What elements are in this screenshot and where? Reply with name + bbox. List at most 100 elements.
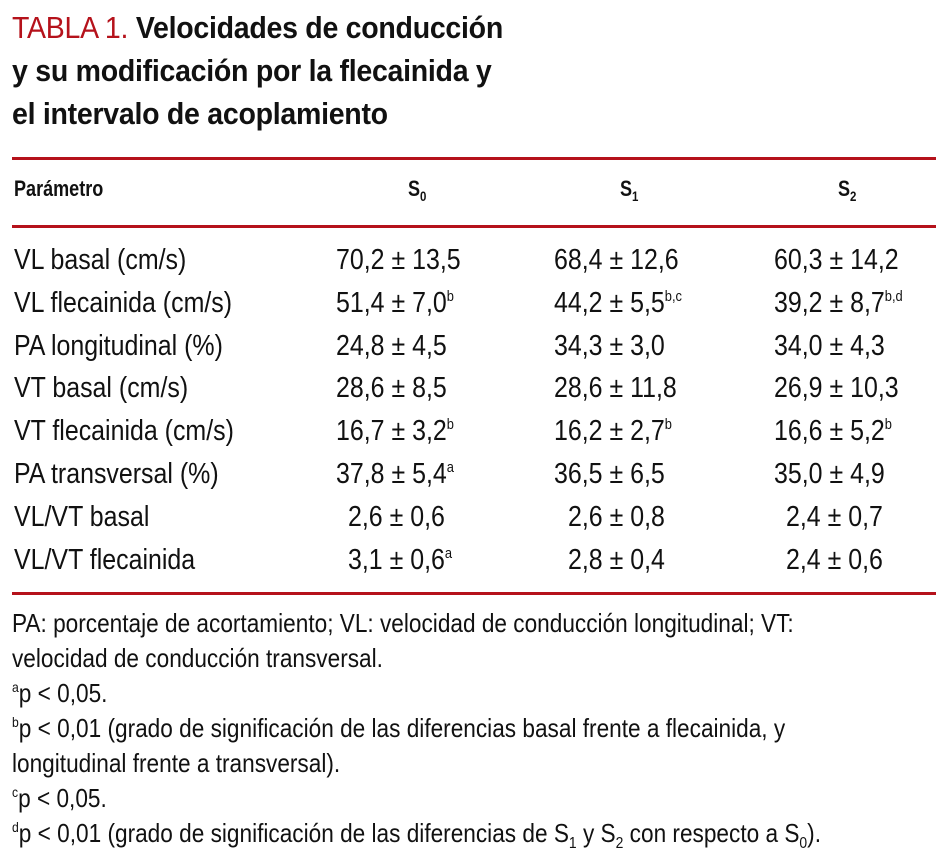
cell-sup: b,c — [664, 288, 682, 305]
cell-param: VL/VT basal — [14, 501, 150, 533]
table-label: TABLA 1. — [12, 10, 129, 45]
header-s0-sub: 0 — [420, 188, 427, 204]
cell-param: PA longitudinal (%) — [14, 330, 223, 362]
cell-value: 36,5 ± 6,5 — [554, 458, 665, 490]
cell-sup: b — [884, 416, 892, 433]
cell-param: PA transversal (%) — [14, 458, 219, 490]
footnote-text: ). — [807, 818, 822, 848]
cell-s1: 36,5 ± 6,5 — [554, 458, 665, 491]
footnote-text: con respecto a S — [623, 818, 800, 848]
cell-s0: 2,6 ± 0,6 — [348, 501, 445, 534]
cell-s2: 16,6 ± 5,2b — [774, 415, 892, 448]
table-row: VL basal (cm/s) 70,2 ± 13,5 68,4 ± 12,6 … — [0, 244, 946, 286]
cell-s0: 37,8 ± 5,4a — [336, 458, 454, 491]
cell-s2: 2,4 ± 0,7 — [786, 501, 883, 534]
cell-s1: 68,4 ± 12,6 — [554, 244, 679, 277]
footnote-text: p < 0,01 (grado de significación de las … — [18, 713, 786, 743]
cell-value: 3,1 ± 0,6 — [348, 544, 445, 576]
table-row: VT flecainida (cm/s) 16,7 ± 3,2b 16,2 ± … — [0, 415, 946, 457]
cell-sup: b,d — [884, 288, 903, 305]
table-row: VL/VT flecainida 3,1 ± 0,6a 2,8 ± 0,4 2,… — [0, 544, 946, 586]
table-title: TABLA 1. Velocidades de conducción y su … — [12, 6, 656, 135]
footnote-a: ap < 0,05. — [12, 676, 934, 711]
cell-s2: 35,0 ± 4,9 — [774, 458, 885, 491]
table-footnotes: PA: porcentaje de acortamiento; VL: velo… — [12, 606, 934, 852]
cell-value: 2,6 ± 0,8 — [568, 501, 665, 533]
cell-value: 26,9 ± 10,3 — [774, 372, 899, 404]
cell-s0: 28,6 ± 8,5 — [336, 372, 447, 405]
cell-s1: 28,6 ± 11,8 — [554, 372, 677, 405]
table-row: PA transversal (%) 37,8 ± 5,4a 36,5 ± 6,… — [0, 458, 946, 500]
table-row: VT basal (cm/s) 28,6 ± 8,5 28,6 ± 11,8 2… — [0, 372, 946, 414]
cell-s2: 39,2 ± 8,7b,d — [774, 287, 903, 320]
cell-value: 2,8 ± 0,4 — [568, 544, 665, 576]
footnote-sub: 0 — [799, 835, 808, 852]
footnote-sub: 2 — [615, 835, 624, 852]
footnote-mark: a — [12, 679, 19, 695]
cell-s1: 16,2 ± 2,7b — [554, 415, 672, 448]
footnote-abbrev-line-2: velocidad de conducción transversal. — [12, 643, 383, 673]
title-line-3: el intervalo de acoplamiento — [12, 96, 388, 131]
cell-value: 39,2 ± 8,7 — [774, 287, 885, 319]
cell-s1: 34,3 ± 3,0 — [554, 330, 665, 363]
header-s0-base: S — [408, 176, 421, 201]
cell-s0: 16,7 ± 3,2b — [336, 415, 454, 448]
header-s1: S1 — [620, 176, 639, 204]
footnote-text: p < 0,05. — [18, 783, 107, 813]
footnote-c: cp < 0,05. — [12, 781, 934, 816]
cell-s0: 3,1 ± 0,6a — [348, 544, 452, 577]
cell-value: 16,2 ± 2,7 — [554, 415, 665, 447]
header-s1-sub: 1 — [632, 188, 639, 204]
footnote-b: bp < 0,01 (grado de significación de las… — [12, 711, 934, 781]
cell-sup: a — [444, 545, 453, 562]
cell-value: 28,6 ± 11,8 — [554, 372, 677, 404]
header-s0: S0 — [408, 176, 427, 204]
footnote-mark: d — [12, 819, 19, 835]
cell-value: 16,6 ± 5,2 — [774, 415, 885, 447]
cell-sup: b — [664, 416, 672, 433]
cell-param: VL/VT flecainida — [14, 544, 196, 576]
cell-param: VT basal (cm/s) — [14, 372, 189, 404]
cell-s1: 2,6 ± 0,8 — [568, 501, 665, 534]
title-line-1: TABLA 1. Velocidades de conducción — [12, 6, 656, 49]
cell-s2: 34,0 ± 4,3 — [774, 330, 885, 363]
footnote-mark: b — [12, 714, 19, 730]
footnote-sub: 1 — [568, 835, 577, 852]
header-rule — [12, 225, 936, 228]
cell-param: VL basal (cm/s) — [14, 244, 187, 276]
cell-value: 68,4 ± 12,6 — [554, 244, 679, 276]
cell-value: 34,0 ± 4,3 — [774, 330, 885, 362]
header-s2-sub: 2 — [850, 188, 857, 204]
cell-value: 34,3 ± 3,0 — [554, 330, 665, 362]
cell-value: 28,6 ± 8,5 — [336, 372, 447, 404]
cell-value: 16,7 ± 3,2 — [336, 415, 447, 447]
top-rule — [12, 157, 936, 160]
cell-value: 2,4 ± 0,6 — [786, 544, 883, 576]
cell-s2: 2,4 ± 0,6 — [786, 544, 883, 577]
cell-param: VL flecainida (cm/s) — [14, 287, 233, 319]
cell-s0: 70,2 ± 13,5 — [336, 244, 461, 277]
table-row: VL/VT basal 2,6 ± 0,6 2,6 ± 0,8 2,4 ± 0,… — [0, 501, 946, 543]
title-text-1: Velocidades de conducción — [135, 10, 503, 45]
cell-s2: 26,9 ± 10,3 — [774, 372, 899, 405]
cell-s1: 2,8 ± 0,4 — [568, 544, 665, 577]
cell-value: 70,2 ± 13,5 — [336, 244, 461, 276]
header-s1-base: S — [620, 176, 633, 201]
footnote-mark: c — [12, 784, 19, 800]
header-s2: S2 — [838, 176, 857, 204]
cell-sup: a — [446, 459, 454, 476]
title-line-2: y su modificación por la flecainida y — [12, 53, 492, 88]
cell-value: 24,8 ± 4,5 — [336, 330, 447, 362]
header-parametro: Parámetro — [14, 176, 104, 201]
cell-s1: 44,2 ± 5,5b,c — [554, 287, 682, 320]
cell-s0: 24,8 ± 4,5 — [336, 330, 447, 363]
footnote-abbreviations: PA: porcentaje de acortamiento; VL: velo… — [12, 606, 934, 676]
cell-param: VT flecainida (cm/s) — [14, 415, 234, 447]
footnote-text: y S — [576, 818, 616, 848]
table-row: PA longitudinal (%) 24,8 ± 4,5 34,3 ± 3,… — [0, 330, 946, 372]
cell-sup: b — [446, 288, 454, 305]
cell-s2: 60,3 ± 14,2 — [774, 244, 899, 277]
footnote-text-cont: longitudinal frente a transversal). — [12, 748, 341, 778]
cell-value: 2,6 ± 0,6 — [348, 501, 445, 533]
cell-value: 51,4 ± 7,0 — [336, 287, 447, 319]
